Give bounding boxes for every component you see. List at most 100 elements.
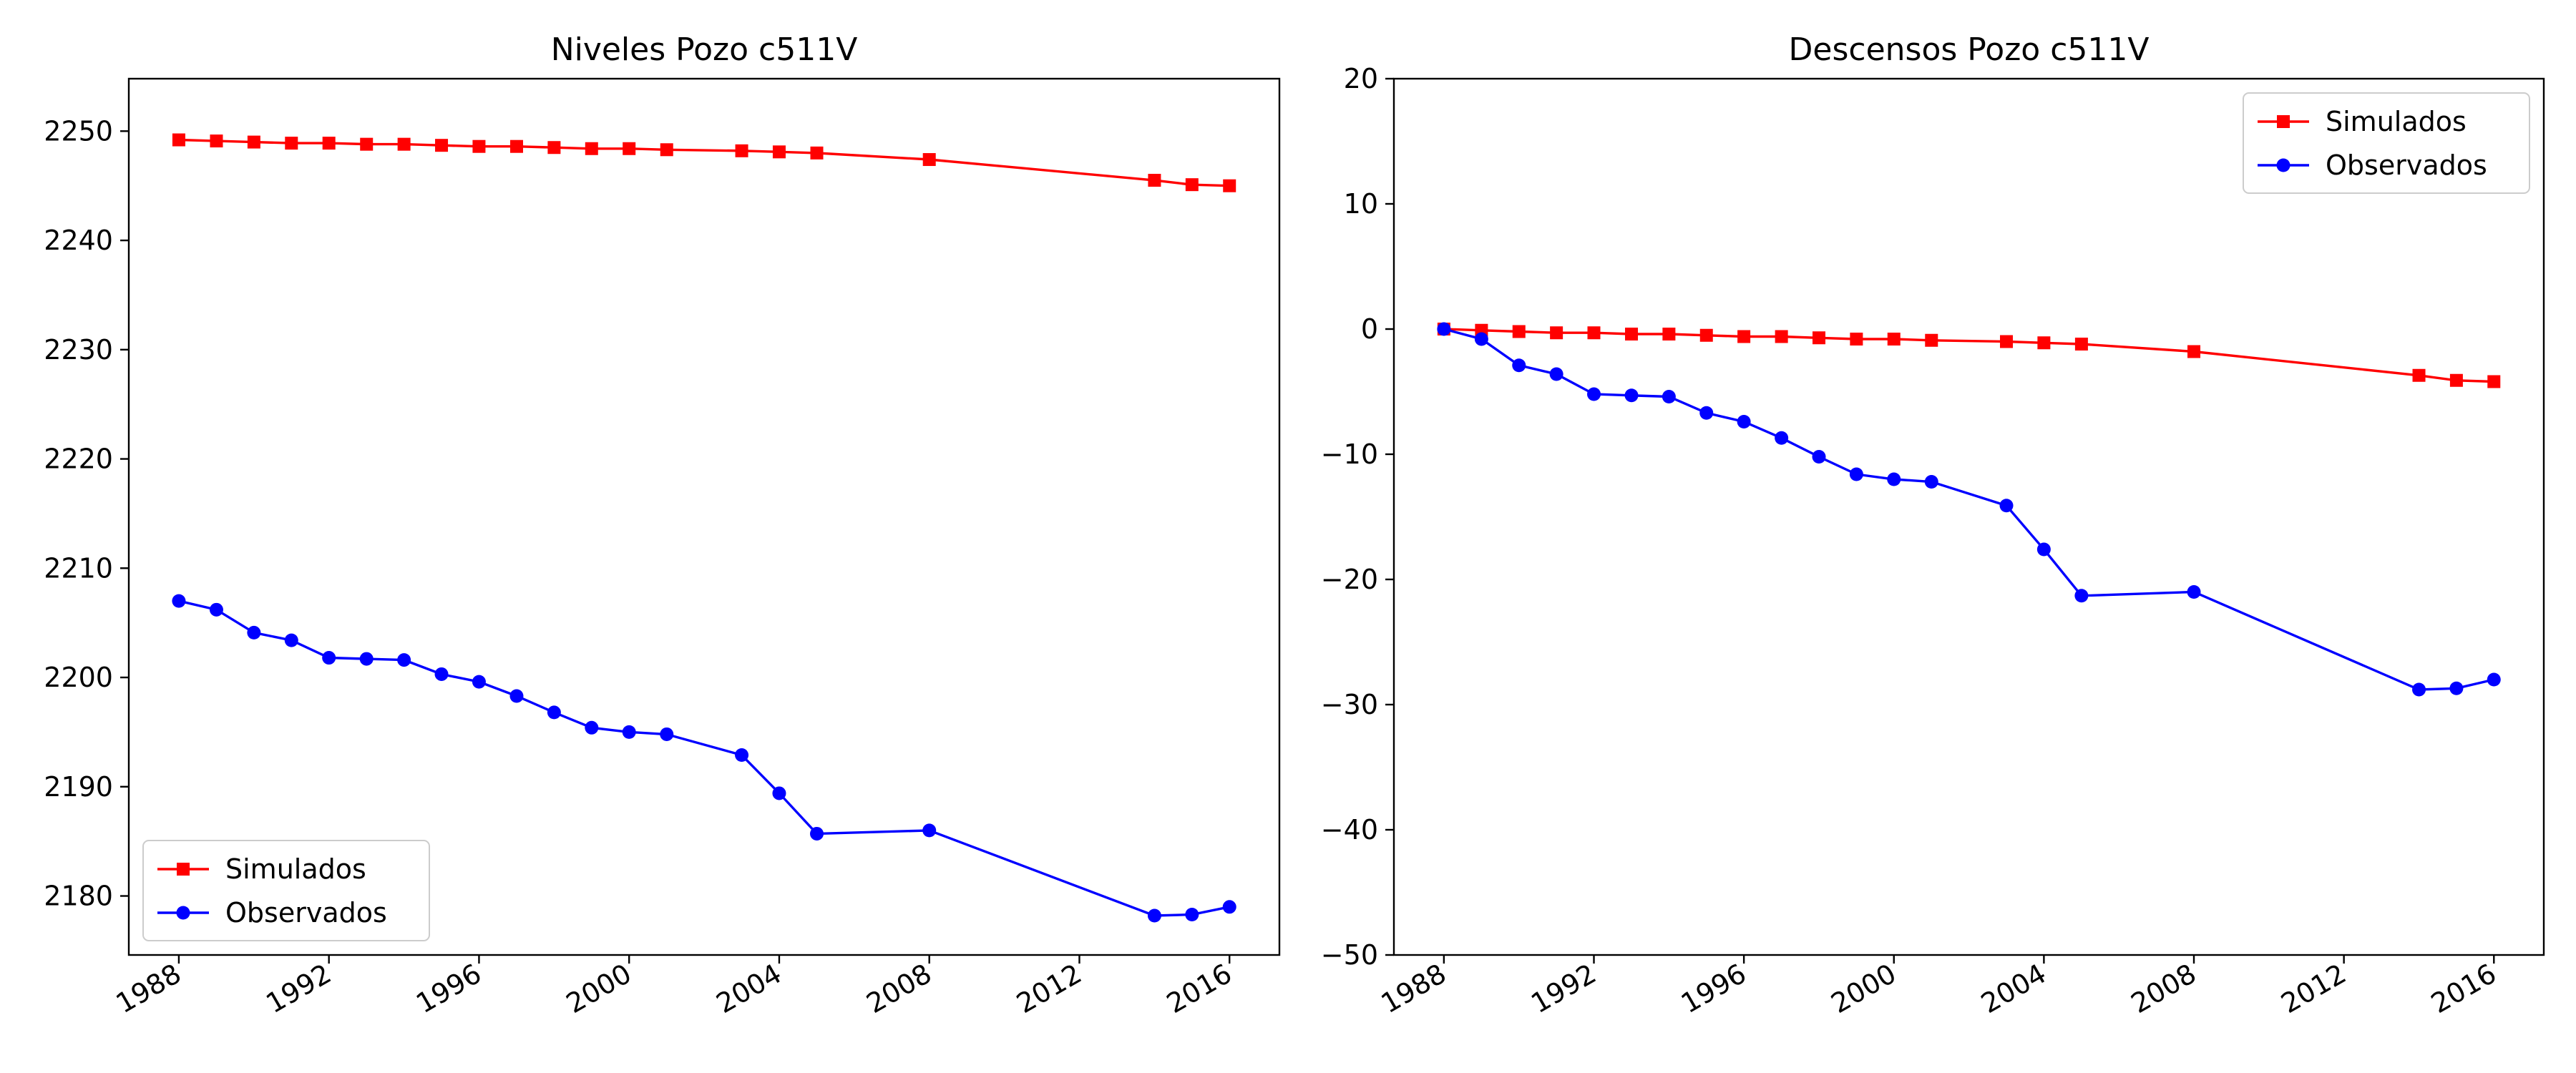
data-point-square xyxy=(360,137,374,151)
data-point-circle xyxy=(2412,682,2426,697)
data-point-circle xyxy=(772,786,786,800)
x-tick-label: 2004 xyxy=(1976,958,2051,1019)
data-point-circle xyxy=(1147,908,1161,923)
legend-entry-simulados: Simulados xyxy=(2258,106,2467,137)
data-point-square xyxy=(1775,330,1788,343)
data-point-circle xyxy=(1737,415,1751,428)
data-point-circle xyxy=(2036,542,2051,557)
data-point-square xyxy=(1550,326,1563,340)
data-point-square xyxy=(810,146,824,160)
data-point-circle xyxy=(359,652,374,666)
data-point-square xyxy=(247,135,260,149)
legend-entry-simulados: Simulados xyxy=(157,853,366,885)
x-tick-label: 1996 xyxy=(411,958,487,1019)
data-point-square xyxy=(585,142,598,155)
y-tick-label: 2230 xyxy=(44,334,113,366)
y-tick-label: 2200 xyxy=(44,662,113,693)
data-point-circle xyxy=(1887,472,1901,486)
data-point-square xyxy=(1625,328,1639,340)
y-tick-label: 2190 xyxy=(44,771,113,803)
y-tick-label: −10 xyxy=(1321,438,1378,470)
data-point-square xyxy=(2487,375,2501,388)
data-point-circle xyxy=(809,826,824,841)
data-point-square xyxy=(1148,174,1161,187)
legend-label: Simulados xyxy=(225,853,366,885)
x-tick-label: 2000 xyxy=(561,958,637,1019)
data-point-square xyxy=(2187,345,2201,358)
y-tick-label: −20 xyxy=(1321,564,1378,595)
data-point-square xyxy=(472,139,486,153)
x-tick-label: 2012 xyxy=(1011,958,1087,1019)
legend: Simulados Observados xyxy=(142,840,430,941)
legend-box xyxy=(142,840,430,941)
legend-marker-square xyxy=(2277,115,2290,128)
legend-marker-circle xyxy=(2276,158,2290,172)
data-point-circle xyxy=(1624,388,1639,403)
data-point-square xyxy=(285,137,298,150)
y-tick-label: 2250 xyxy=(44,115,113,147)
data-point-square xyxy=(397,137,411,151)
x-tick-label: 2016 xyxy=(2426,958,2502,1019)
y-tick-label: 2240 xyxy=(44,225,113,256)
data-point-circle xyxy=(622,725,636,739)
data-point-square xyxy=(2074,338,2088,351)
series-line xyxy=(178,138,1230,187)
series-observados xyxy=(1437,322,2501,697)
data-point-square xyxy=(772,145,786,159)
data-point-circle xyxy=(472,675,486,689)
series-simulados xyxy=(172,133,1236,192)
x-tick-label: 2004 xyxy=(711,958,787,1019)
data-point-square xyxy=(172,133,185,147)
x-tick-label: 1996 xyxy=(1676,958,1752,1019)
data-point-circle xyxy=(547,705,561,720)
series-simulados xyxy=(1437,323,2501,388)
series-line xyxy=(1443,328,2494,691)
y-tick-label: −50 xyxy=(1321,939,1378,971)
legend-label: Observados xyxy=(225,897,387,929)
data-point-square xyxy=(2000,335,2014,348)
data-point-circle xyxy=(922,823,937,838)
data-point-circle xyxy=(1587,387,1601,401)
y-tick-label: 0 xyxy=(1361,313,1378,345)
data-point-square xyxy=(2412,368,2426,382)
data-point-square xyxy=(2449,373,2463,387)
data-point-circle xyxy=(509,689,524,703)
y-tick-label: 20 xyxy=(1344,63,1378,94)
data-point-circle xyxy=(1662,390,1676,403)
chart-title: Descensos Pozo c511V xyxy=(1789,31,2150,68)
data-point-circle xyxy=(172,594,186,608)
data-point-circle xyxy=(1699,406,1714,420)
legend-marker-circle xyxy=(176,906,190,920)
data-point-square xyxy=(1223,179,1236,192)
data-point-circle xyxy=(585,720,599,735)
data-point-square xyxy=(547,141,561,155)
legend-label: Observados xyxy=(2326,150,2487,181)
y-tick-label: 2180 xyxy=(44,881,113,912)
y-tick-label: 2220 xyxy=(44,444,113,475)
data-point-circle xyxy=(1812,450,1826,464)
y-tick-label: −40 xyxy=(1321,814,1378,846)
legend: Simulados Observados xyxy=(2243,92,2530,194)
data-point-circle xyxy=(247,625,261,640)
data-point-circle xyxy=(660,727,674,741)
legend-box xyxy=(2243,92,2530,194)
chart-panel-1: Niveles Pozo c511V 2180 2190 2200 2210 2220 22… xyxy=(44,31,1281,1019)
x-tick-label: 2016 xyxy=(1161,958,1237,1019)
y-tick-label: −30 xyxy=(1321,689,1378,720)
x-tick-label: 2008 xyxy=(861,958,937,1019)
data-point-circle xyxy=(397,653,411,667)
x-tick-label: 2000 xyxy=(1825,958,1901,1019)
data-point-circle xyxy=(2487,672,2501,687)
chart-title: Niveles Pozo c511V xyxy=(551,31,858,68)
data-point-circle xyxy=(2187,585,2201,599)
data-point-square xyxy=(1699,328,1713,342)
x-tick-label: 1988 xyxy=(111,958,187,1019)
x-tick-label: 1988 xyxy=(1376,958,1452,1019)
data-point-square xyxy=(435,139,449,152)
axes-frame xyxy=(1392,77,2545,956)
data-point-circle xyxy=(1474,332,1488,346)
data-point-square xyxy=(735,144,748,157)
y-tick-label: 2210 xyxy=(44,552,113,584)
data-point-circle xyxy=(2449,681,2464,695)
